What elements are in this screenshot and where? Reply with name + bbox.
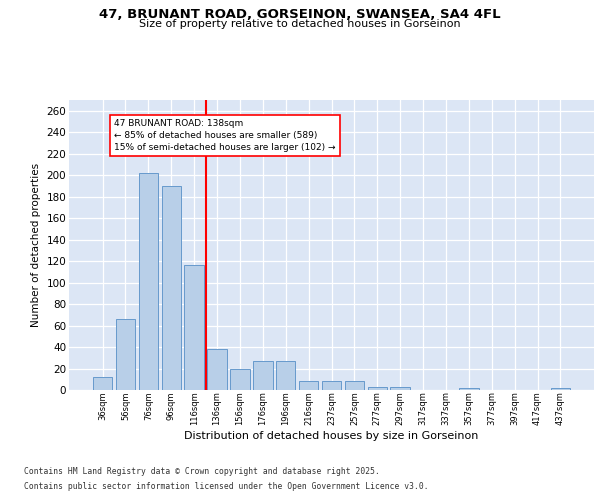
Bar [139, 173, 158, 390]
Text: Size of property relative to detached houses in Gorseinon: Size of property relative to detached ho… [139, 19, 461, 29]
Bar [368, 387, 387, 390]
Text: Contains HM Land Registry data © Crown copyright and database right 2025.: Contains HM Land Registry data © Crown c… [24, 467, 380, 476]
Bar [93, 377, 112, 390]
Y-axis label: Number of detached properties: Number of detached properties [31, 163, 41, 327]
Text: 47 BRUNANT ROAD: 138sqm
← 85% of detached houses are smaller (589)
15% of semi-d: 47 BRUNANT ROAD: 138sqm ← 85% of detache… [114, 120, 335, 152]
Text: Contains public sector information licensed under the Open Government Licence v3: Contains public sector information licen… [24, 482, 428, 491]
Bar [253, 361, 272, 390]
X-axis label: Distribution of detached houses by size in Gorseinon: Distribution of detached houses by size … [184, 431, 479, 441]
Bar [230, 368, 250, 390]
Bar [391, 387, 410, 390]
Bar [116, 319, 135, 390]
Bar [459, 388, 479, 390]
Bar [208, 349, 227, 390]
Bar [344, 382, 364, 390]
Text: 47, BRUNANT ROAD, GORSEINON, SWANSEA, SA4 4FL: 47, BRUNANT ROAD, GORSEINON, SWANSEA, SA… [99, 8, 501, 20]
Bar [161, 186, 181, 390]
Bar [322, 382, 341, 390]
Bar [551, 388, 570, 390]
Bar [299, 382, 319, 390]
Bar [184, 266, 204, 390]
Bar [276, 361, 295, 390]
